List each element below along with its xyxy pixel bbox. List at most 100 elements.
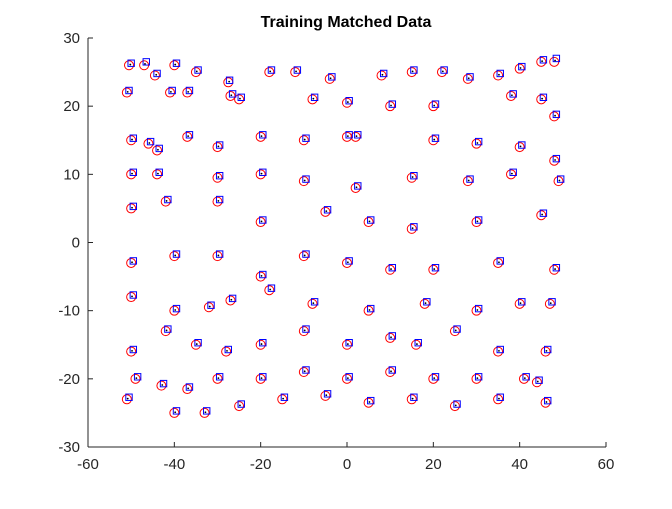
point-marker bbox=[131, 349, 133, 352]
square-marker bbox=[129, 168, 138, 176]
point-marker bbox=[157, 172, 159, 175]
point-marker bbox=[454, 404, 457, 407]
point-marker bbox=[148, 142, 151, 144]
circle-marker bbox=[290, 67, 301, 78]
square-marker bbox=[345, 131, 353, 139]
point-marker bbox=[325, 394, 328, 397]
circle-marker bbox=[152, 145, 163, 156]
circle-marker bbox=[363, 217, 374, 228]
point-marker bbox=[174, 411, 177, 414]
point-marker bbox=[467, 77, 470, 80]
point-marker bbox=[346, 261, 349, 264]
square-marker bbox=[125, 393, 133, 401]
square-marker bbox=[509, 90, 517, 98]
circle-marker bbox=[428, 264, 439, 275]
square-marker bbox=[556, 175, 565, 183]
circle-marker bbox=[225, 90, 236, 101]
square-marker bbox=[496, 393, 504, 401]
x-tick-label: -60 bbox=[77, 456, 99, 473]
x-tick-label: 20 bbox=[425, 456, 442, 473]
circle-marker bbox=[169, 251, 180, 262]
square-marker bbox=[168, 86, 176, 95]
point-marker bbox=[195, 343, 198, 345]
square-marker bbox=[215, 250, 224, 258]
point-marker bbox=[126, 397, 129, 400]
point-marker bbox=[195, 70, 198, 73]
square-marker bbox=[129, 202, 138, 211]
point-marker bbox=[498, 397, 500, 400]
circle-marker bbox=[536, 94, 547, 105]
square-marker bbox=[129, 345, 138, 354]
point-marker bbox=[476, 309, 479, 311]
point-marker bbox=[303, 329, 306, 332]
point-marker bbox=[174, 254, 177, 257]
square-marker bbox=[539, 56, 548, 64]
square-marker bbox=[431, 264, 440, 272]
point-marker bbox=[498, 73, 500, 76]
square-marker bbox=[410, 223, 418, 231]
square-marker bbox=[259, 339, 267, 347]
circle-marker bbox=[540, 346, 551, 357]
point-marker bbox=[519, 67, 522, 69]
point-marker bbox=[433, 268, 436, 270]
circle-marker bbox=[298, 251, 309, 262]
point-marker bbox=[554, 59, 556, 62]
square-marker bbox=[518, 141, 526, 149]
circle-marker bbox=[462, 73, 473, 84]
square-marker bbox=[453, 325, 461, 333]
point-marker bbox=[312, 97, 315, 100]
point-marker bbox=[239, 404, 241, 407]
circle-marker bbox=[221, 346, 232, 357]
point-marker bbox=[155, 73, 158, 76]
circle-marker bbox=[298, 367, 309, 378]
square-marker bbox=[237, 400, 245, 408]
point-marker bbox=[269, 288, 272, 291]
square-marker bbox=[367, 396, 375, 405]
square-marker bbox=[544, 345, 552, 354]
square-marker bbox=[367, 304, 375, 313]
circle-marker bbox=[165, 87, 176, 98]
square-marker bbox=[155, 144, 163, 153]
point-marker bbox=[545, 401, 548, 403]
point-marker bbox=[454, 329, 457, 332]
point-marker bbox=[390, 370, 392, 373]
point-marker bbox=[260, 220, 263, 223]
point-marker bbox=[355, 186, 358, 189]
circle-marker bbox=[255, 131, 266, 142]
point-marker bbox=[519, 145, 522, 148]
circle-marker bbox=[255, 373, 266, 384]
circle-marker bbox=[234, 401, 245, 412]
point-marker bbox=[226, 349, 228, 352]
point-marker bbox=[131, 206, 133, 209]
square-marker bbox=[453, 400, 461, 408]
point-marker bbox=[131, 138, 133, 141]
circle-marker bbox=[385, 367, 396, 378]
point-marker bbox=[157, 148, 159, 151]
square-marker bbox=[129, 134, 138, 142]
circle-marker bbox=[506, 90, 517, 101]
square-marker bbox=[159, 379, 168, 388]
circle-marker bbox=[406, 223, 417, 234]
square-marker bbox=[518, 62, 526, 71]
square-marker bbox=[302, 325, 310, 333]
circle-marker bbox=[225, 295, 236, 306]
point-marker bbox=[204, 411, 207, 414]
point-marker bbox=[217, 254, 220, 257]
point-marker bbox=[554, 159, 556, 161]
square-marker bbox=[215, 373, 224, 381]
square-marker bbox=[474, 304, 483, 313]
circle-marker bbox=[126, 346, 137, 357]
circle-marker bbox=[540, 397, 551, 408]
square-marker bbox=[535, 376, 543, 384]
point-marker bbox=[541, 97, 544, 100]
point-marker bbox=[498, 349, 500, 352]
square-marker bbox=[440, 66, 448, 74]
square-marker bbox=[207, 301, 215, 309]
circle-marker bbox=[255, 169, 266, 180]
point-marker bbox=[260, 275, 263, 277]
square-marker bbox=[302, 366, 310, 374]
square-marker bbox=[302, 175, 310, 183]
circle-marker bbox=[320, 206, 331, 217]
square-marker bbox=[215, 195, 224, 204]
square-marker bbox=[474, 216, 483, 224]
